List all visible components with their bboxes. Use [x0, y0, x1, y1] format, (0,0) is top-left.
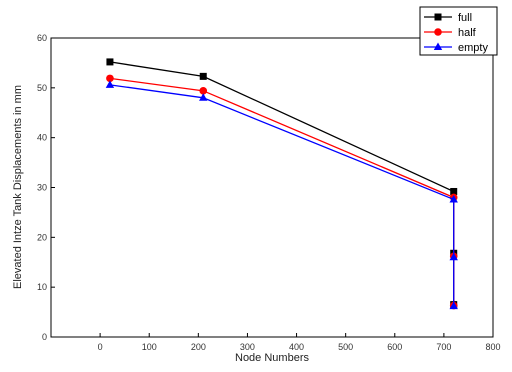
x-tick-label: 400: [289, 342, 304, 352]
legend-marker-empty: [433, 42, 443, 50]
x-axis-label: Node Numbers: [235, 352, 309, 364]
series-line-full: [109, 61, 455, 305]
legend-label-empty: empty: [458, 42, 488, 54]
x-tick-label: 500: [338, 342, 353, 352]
y-tick-label: 10: [37, 282, 47, 292]
data-point-full: [450, 187, 458, 195]
data-point-full: [106, 58, 114, 66]
data-point-empty: [199, 93, 208, 101]
series-empty: [105, 80, 458, 310]
plot-frame: [50, 37, 494, 338]
legend-label-half: half: [458, 27, 477, 39]
legend-marker-half: [434, 28, 442, 36]
x-tick-label: 300: [240, 342, 255, 352]
series-layer: [105, 58, 458, 310]
data-point-half: [106, 74, 114, 83]
y-tick-label: 20: [37, 232, 47, 242]
y-axis-ticks: 0 10 20 30 40 50 60: [37, 33, 55, 342]
x-tick-label: 100: [142, 342, 157, 352]
legend: full half empty: [419, 6, 498, 56]
x-tick-label: 600: [387, 342, 402, 352]
data-point-empty: [449, 194, 458, 203]
series-line-empty: [109, 84, 455, 307]
data-point-full: [199, 72, 207, 80]
x-tick-label: 200: [191, 342, 206, 352]
data-point-empty: [449, 252, 458, 261]
y-tick-label: 40: [37, 133, 47, 143]
x-tick-label: 800: [485, 342, 500, 352]
y-tick-label: 50: [37, 83, 47, 93]
x-axis-ticks: 0 100 200 300 400 500 600 700 800: [98, 333, 501, 352]
y-tick-label: 0: [42, 332, 47, 342]
y-axis-label: Elevated Intze Tank Displacements in mm: [12, 85, 24, 289]
series-half: [106, 74, 458, 310]
y-tick-label: 60: [37, 33, 47, 43]
x-tick-label: 700: [436, 342, 451, 352]
data-point-empty: [105, 80, 115, 88]
y-tick-label: 30: [37, 183, 47, 193]
data-point-half: [199, 87, 208, 95]
data-point-empty: [449, 301, 458, 310]
series-full: [106, 58, 458, 309]
legend-marker-full: [434, 13, 442, 21]
legend-label-full: full: [458, 12, 472, 24]
x-tick-label: 0: [98, 342, 103, 352]
